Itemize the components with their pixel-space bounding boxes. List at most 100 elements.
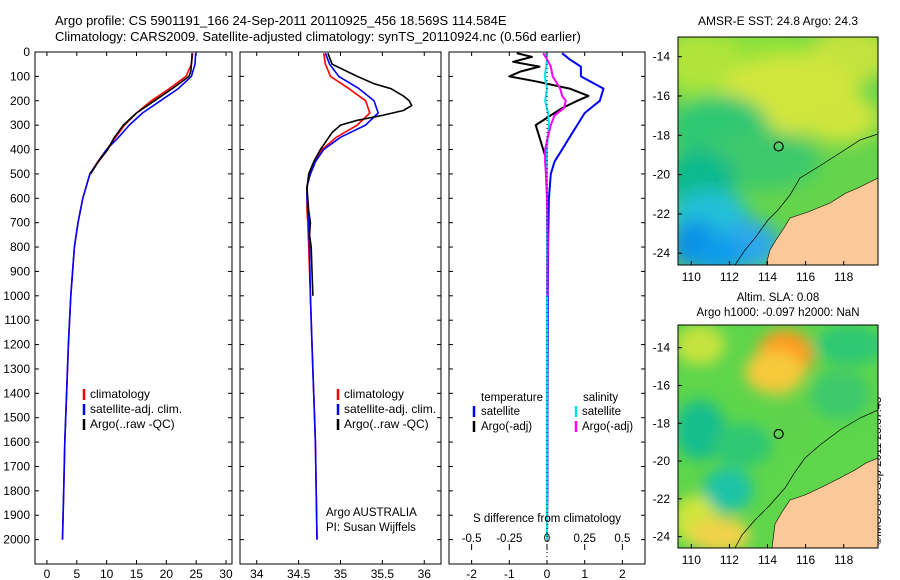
legend-label: Argo(-adj) — [481, 421, 532, 433]
plot-frame-salinity — [239, 51, 442, 565]
x-tick-label: 25 — [190, 567, 204, 580]
depth-tick-label: 200 — [10, 94, 30, 108]
series-line-t-argo-adj- — [508, 52, 590, 174]
legend-label: climatology — [344, 387, 404, 401]
map-field-blob — [815, 325, 878, 365]
x-tick-label: 34 — [250, 567, 264, 580]
sla-map-title: Altim. SLA: 0.08 — [737, 292, 819, 304]
map-x-tick-label: 114 — [758, 553, 777, 567]
x-tick-label: 0 — [44, 567, 51, 580]
depth-tick-label: 600 — [10, 191, 30, 205]
legend-label: satellite — [481, 406, 520, 418]
title-line1: Argo profile: CS 5901191_166 24-Sep-2011… — [55, 13, 507, 28]
map-x-tick-label: 118 — [834, 270, 853, 284]
depth-tick-label: 1300 — [3, 362, 30, 376]
series-line-argo-raw-qc- — [89, 53, 193, 175]
x-tick-label: 2 — [619, 567, 626, 580]
legend-header: salinity — [583, 392, 618, 404]
map-field-blob — [770, 400, 810, 440]
map-sla_map — [678, 325, 878, 548]
depth-tick-label: 1000 — [3, 289, 30, 303]
map-y-tick-label: -22 — [653, 492, 671, 506]
annotation-line: PI: Susan Wijffels — [326, 522, 416, 534]
land-area — [765, 177, 878, 265]
map-field — [678, 325, 878, 548]
map-x-tick-label: 110 — [682, 270, 701, 284]
legend-label: satellite-adj. clim. — [90, 402, 182, 416]
map-field — [678, 37, 878, 265]
series-line-satellite-adj-clim- — [61, 53, 197, 540]
depth-tick-label: 300 — [10, 118, 30, 132]
legend-label: climatology — [90, 387, 150, 401]
s-axis-label: S difference from climatology — [473, 513, 621, 525]
map-field-blob — [810, 370, 870, 420]
isobath-line — [734, 409, 878, 548]
legend-label: Argo(..raw -QC) — [344, 417, 429, 431]
depth-tick-label: 900 — [10, 264, 30, 278]
map-field-blob — [678, 37, 740, 90]
map-field-blob — [712, 423, 772, 467]
depth-tick-label: 1600 — [3, 435, 30, 449]
map-field-blob — [800, 93, 878, 143]
depth-tick-label: 2000 — [3, 533, 30, 547]
title-line2: Climatology: CARS2009. Satellite-adjuste… — [55, 29, 581, 44]
map-x-tick-label: 110 — [682, 553, 701, 567]
map-frame — [677, 324, 879, 549]
map-y-tick-label: -22 — [653, 207, 671, 221]
map-y-tick-label: -14 — [653, 50, 671, 64]
map-field-blob — [695, 235, 745, 265]
depth-tick-label: 800 — [10, 240, 30, 254]
x-tick-label: 1 — [581, 567, 588, 580]
depth-tick-label: 0 — [23, 45, 30, 59]
depth-tick-label: 1400 — [3, 386, 30, 400]
map-y-tick-label: -18 — [653, 128, 671, 142]
map-x-tick-label: 116 — [796, 270, 815, 284]
map-y-tick-label: -20 — [653, 454, 671, 468]
s-tick-label: -0.25 — [496, 533, 522, 545]
map-y-tick-label: -16 — [653, 378, 671, 392]
plot-frame-temperature — [34, 51, 233, 565]
s-tick-label: 0.5 — [614, 533, 630, 545]
map-x-tick-label: 114 — [758, 270, 777, 284]
isobath-line — [734, 133, 878, 265]
x-tick-label: -2 — [466, 567, 477, 580]
map-y-tick-label: -14 — [653, 341, 671, 355]
x-tick-label: 35 — [334, 567, 348, 580]
map-y-tick-label: -24 — [653, 246, 671, 260]
x-tick-label: 36 — [418, 567, 432, 580]
sla-map-subtitle: Argo h1000: -0.097 h2000: NaN — [696, 307, 859, 319]
map-x-tick-label: 116 — [796, 553, 815, 567]
depth-tick-label: 1100 — [4, 313, 30, 327]
x-tick-label: 34.5 — [287, 567, 311, 580]
s-tick-label: -0.5 — [462, 533, 482, 545]
x-tick-label: 5 — [73, 567, 80, 580]
map-y-tick-label: -24 — [653, 530, 671, 544]
x-tick-label: 15 — [130, 567, 144, 580]
argo-position-marker — [773, 428, 784, 440]
map-x-tick-label: 118 — [834, 553, 853, 567]
depth-tick-label: 700 — [10, 216, 30, 230]
map-y-tick-label: -20 — [653, 168, 671, 182]
depth-tick-label: 1800 — [3, 484, 30, 498]
depth-tick-label: 1900 — [3, 508, 30, 522]
depth-tick-label: 500 — [10, 167, 30, 181]
depth-tick-label: 1200 — [3, 338, 30, 352]
series-line-argo-raw-qc- — [306, 52, 413, 296]
depth-tick-label: 400 — [10, 143, 30, 157]
map-x-tick-label: 112 — [720, 270, 739, 284]
x-tick-label: 0 — [544, 567, 551, 580]
sst-map-title: AMSR-E SST: 24.8 Argo: 24.3 — [698, 14, 858, 28]
x-tick-label: 30 — [219, 567, 233, 580]
map-field-blob — [690, 517, 750, 548]
legend-label: satellite-adj. clim. — [344, 402, 436, 416]
s-tick-label: 0 — [544, 533, 550, 545]
legend-header: temperature — [481, 392, 543, 404]
x-tick-label: 10 — [100, 567, 114, 580]
map-frame — [677, 36, 879, 266]
legend-label: satellite — [582, 406, 621, 418]
land-area — [771, 457, 878, 548]
map-x-tick-label: 112 — [720, 553, 739, 567]
x-tick-label: 20 — [160, 567, 174, 580]
argo-position-marker — [773, 141, 784, 152]
x-tick-label: -1 — [504, 567, 515, 580]
